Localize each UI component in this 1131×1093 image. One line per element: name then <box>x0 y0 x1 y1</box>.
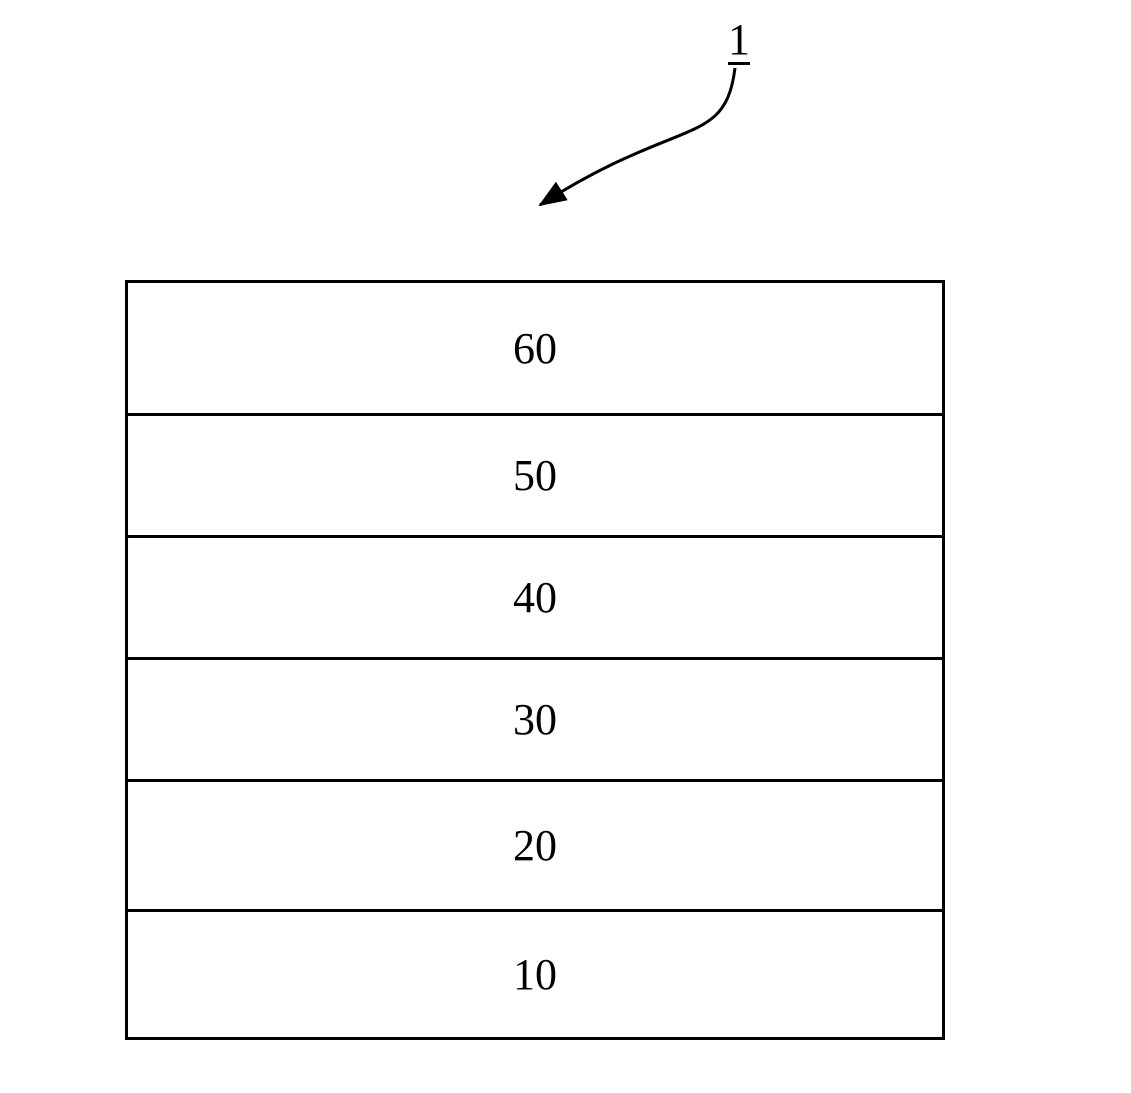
layer-label: 20 <box>513 820 557 871</box>
layer-40: 40 <box>128 535 942 657</box>
layer-label: 50 <box>513 450 557 501</box>
layer-50: 50 <box>128 413 942 535</box>
layer-label: 30 <box>513 694 557 745</box>
pointer-arrow <box>0 0 1131 300</box>
layer-label: 40 <box>513 572 557 623</box>
layer-30: 30 <box>128 657 942 779</box>
layer-60: 60 <box>128 283 942 413</box>
layer-label: 60 <box>513 323 557 374</box>
layer-stack: 60 50 40 30 20 10 <box>125 280 945 1040</box>
layer-20: 20 <box>128 779 942 909</box>
layer-10: 10 <box>128 909 942 1037</box>
layer-label: 10 <box>513 949 557 1000</box>
